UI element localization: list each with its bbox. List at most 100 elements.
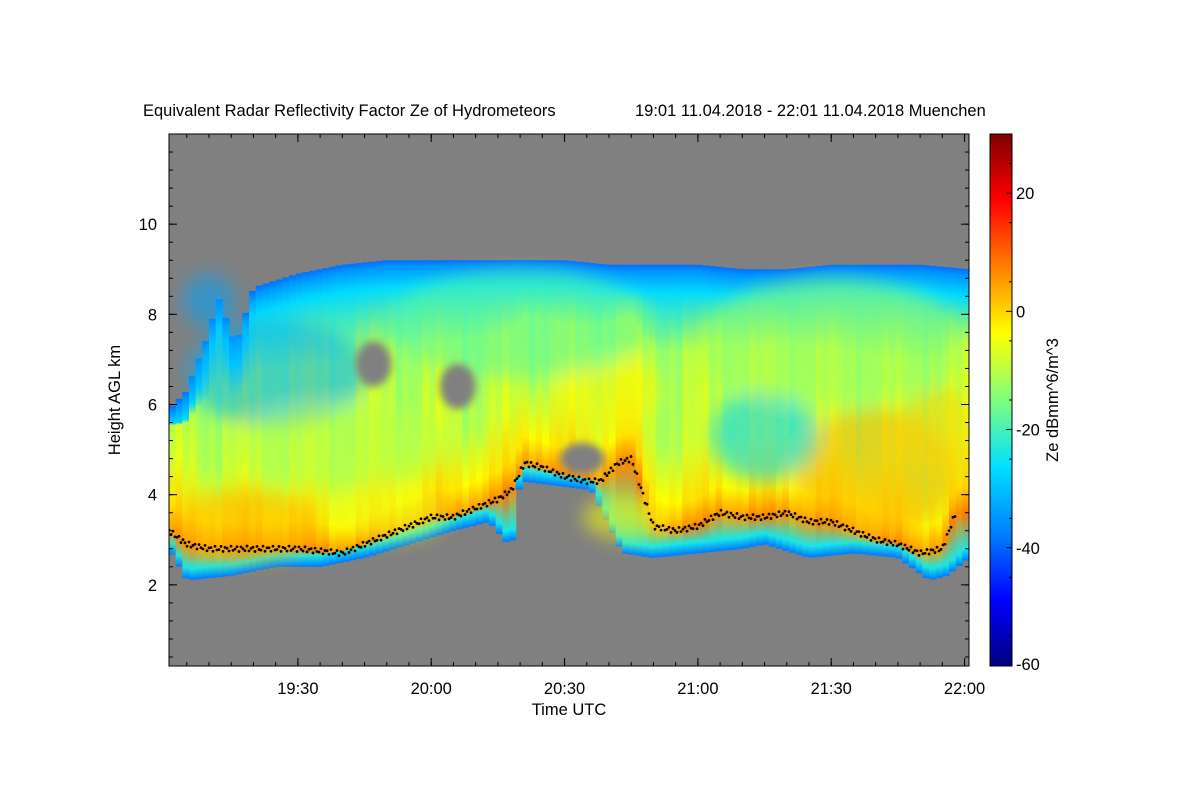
melting-layer-point <box>337 554 341 558</box>
echo-column <box>189 376 197 580</box>
melting-layer-point <box>469 511 473 515</box>
melting-layer-point <box>517 474 521 478</box>
melting-layer-point <box>515 477 519 480</box>
echo-column <box>715 266 723 552</box>
echo-column <box>382 260 390 552</box>
echo-column <box>709 266 717 552</box>
melting-layer-point <box>629 455 633 458</box>
melting-layer-point <box>561 471 565 475</box>
axis-ticks: 19:30 20:00 20:30 21:00 21:30 22:00 2 4 6 8 10 <box>139 134 985 698</box>
melting-layer-point <box>193 542 197 546</box>
echo-column <box>655 264 663 558</box>
melting-layer-point <box>571 474 575 478</box>
melting-layer-point <box>943 542 947 546</box>
melting-layer-point <box>487 498 491 502</box>
melting-layer-point <box>587 477 591 481</box>
melting-layer-point <box>533 465 537 469</box>
echo-column <box>682 264 690 555</box>
y-tick-label: 2 <box>148 577 157 595</box>
melting-layer-point <box>295 550 299 553</box>
melting-layer-point <box>479 507 483 510</box>
melting-layer-point <box>573 477 577 481</box>
colorbar <box>989 133 1013 667</box>
melting-layer-point <box>711 518 715 522</box>
melting-layer-point <box>465 510 469 513</box>
melting-layer-point <box>411 525 415 529</box>
melting-layer-point <box>279 550 283 553</box>
chart-title: Equivalent Radar Reflectivity Factor Ze … <box>143 102 556 120</box>
melting-layer-point <box>661 524 665 527</box>
echo-column <box>662 264 670 557</box>
melting-layer-point <box>887 539 891 543</box>
reflectivity-region <box>697 278 965 405</box>
melting-layer-point <box>231 549 235 552</box>
melting-layer-point <box>761 513 765 517</box>
colorbar-tick-label: 0 <box>1016 303 1025 321</box>
melting-layer-point <box>563 477 567 480</box>
melting-layer-point <box>905 546 909 550</box>
echo-column <box>209 318 217 578</box>
melting-layer-point <box>291 547 295 551</box>
melting-layer-point <box>429 513 433 517</box>
melting-layer-point <box>505 493 509 497</box>
melting-layer-point <box>179 541 183 544</box>
melting-layer-point <box>297 545 301 549</box>
melting-layer-point <box>327 552 331 556</box>
melting-layer-point <box>831 520 835 524</box>
melting-layer-point <box>393 528 397 532</box>
melting-layer-point <box>749 517 753 520</box>
y-tick-label: 4 <box>148 487 157 505</box>
melting-layer-point <box>431 516 435 520</box>
reflectivity-region <box>902 386 969 477</box>
melting-layer-point <box>947 529 951 533</box>
melting-layer-point <box>927 552 931 556</box>
melting-layer-point <box>751 513 755 517</box>
melting-layer-point <box>931 548 935 552</box>
melting-layer-point <box>847 527 851 531</box>
y-axis-label: Height AGL km <box>106 345 124 455</box>
melting-layer-point <box>645 502 649 506</box>
melting-layer-point <box>203 543 207 547</box>
melting-layer-point <box>657 525 661 529</box>
melting-layer-point <box>579 480 583 484</box>
melting-layer-point <box>425 516 429 520</box>
echo-column <box>429 260 437 538</box>
melting-layer-point <box>353 549 357 553</box>
melting-layer-point <box>485 504 489 508</box>
melting-layer-point <box>303 545 307 549</box>
x-axis-label: Time UTC <box>532 701 607 719</box>
melting-layer-point <box>591 480 595 484</box>
melting-layer-point <box>741 514 745 518</box>
melting-layer-point <box>731 513 735 517</box>
reflectivity-region <box>324 485 449 540</box>
x-tick-label: 22:00 <box>944 680 985 698</box>
melting-layer-point <box>703 518 707 521</box>
melting-layer-point <box>241 547 245 551</box>
melting-layer-point <box>405 527 409 531</box>
melting-layer-point <box>877 536 881 540</box>
melting-layer-point <box>177 534 181 538</box>
melting-layer-point <box>325 549 329 553</box>
melting-layer-point <box>427 519 431 523</box>
melting-layer-point <box>453 517 457 521</box>
echo-column <box>502 260 510 543</box>
melting-layer-point <box>647 512 651 516</box>
melting-layer-point <box>503 490 507 494</box>
melting-layer-point <box>409 522 413 526</box>
melting-layer-point <box>309 547 313 551</box>
melting-layer-point <box>691 527 695 531</box>
melting-layer-point <box>569 479 573 483</box>
echo-column <box>169 405 177 555</box>
melting-layer-point <box>263 549 267 553</box>
melting-layer-point <box>765 516 769 519</box>
melting-layer-point <box>545 465 549 469</box>
melting-layer-point <box>705 520 709 524</box>
echo-column <box>495 260 503 534</box>
melting-layer-point <box>603 472 607 475</box>
melting-layer-point <box>791 515 795 519</box>
x-tick-label: 19:30 <box>277 680 318 698</box>
melting-layer-point <box>745 513 749 517</box>
melting-layer-point <box>557 472 561 476</box>
melting-layer-point <box>527 465 531 469</box>
melting-layer-point <box>375 538 379 542</box>
